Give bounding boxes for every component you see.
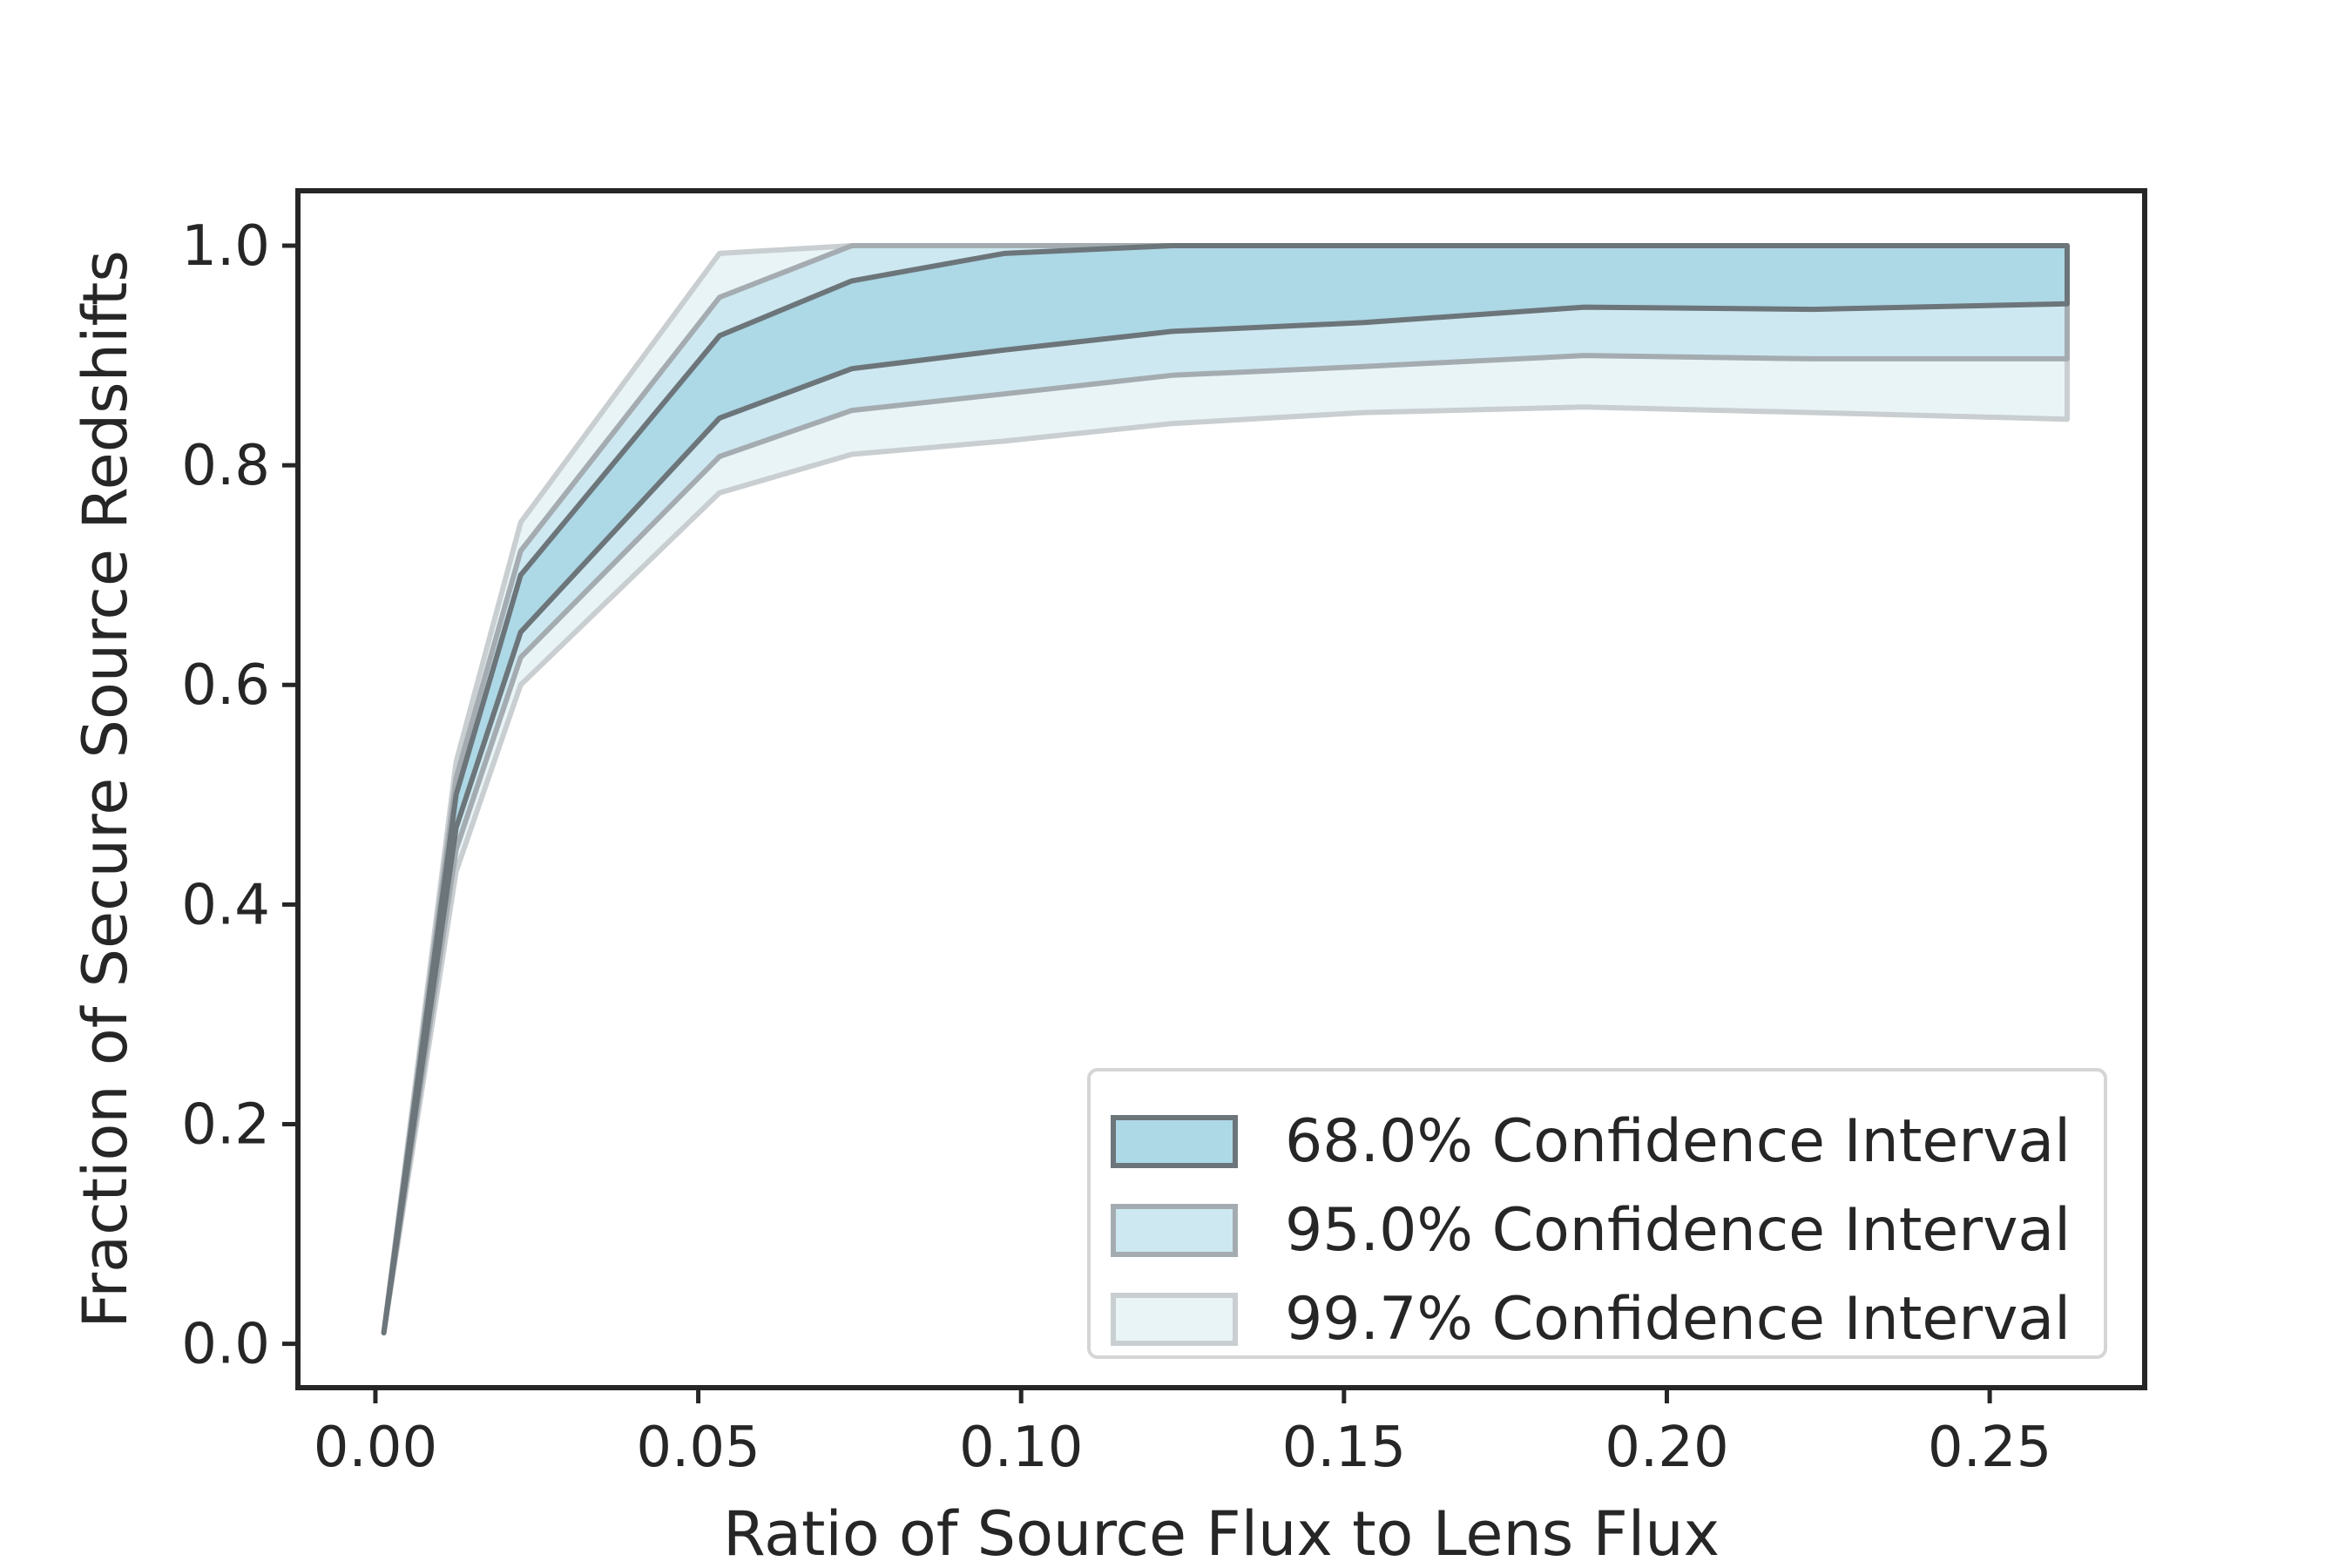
legend-swatch-680 xyxy=(1111,1115,1238,1168)
x-axis-label: Ratio of Source Flux to Lens Flux xyxy=(723,1498,1720,1568)
legend-box xyxy=(1087,1068,2107,1359)
y-axis-label: Fraction of Secure Source Redshifts xyxy=(70,250,141,1328)
band-680-ci xyxy=(381,243,2070,1335)
x-tick-label: 0.20 xyxy=(1605,1416,1729,1480)
y-tick-label: 0.6 xyxy=(181,653,270,718)
confidence-bands xyxy=(381,243,2070,1335)
legend-swatch-950 xyxy=(1111,1204,1238,1257)
x-tick-label: 0.00 xyxy=(314,1416,438,1480)
legend-label-997: 99.7% Confidence Interval xyxy=(1285,1285,2071,1354)
y-tick-label: 1.0 xyxy=(181,214,270,279)
legend-label-950: 95.0% Confidence Interval xyxy=(1285,1196,2071,1265)
x-axis-ticks: 0.00 0.05 0.10 0.15 0.20 0.25 xyxy=(314,1388,2052,1480)
y-tick-label: 0.8 xyxy=(181,434,270,498)
plot-frame xyxy=(295,188,2147,1390)
y-tick-label: 0.2 xyxy=(181,1092,270,1157)
legend-swatch-997 xyxy=(1111,1293,1238,1346)
x-tick-label: 0.05 xyxy=(636,1416,760,1480)
x-tick-label: 0.25 xyxy=(1928,1416,2052,1480)
y-tick-label: 0.4 xyxy=(181,873,270,937)
y-axis-ticks: 0.0 0.2 0.4 0.6 0.8 1.0 xyxy=(181,214,298,1377)
x-tick-label: 0.15 xyxy=(1282,1416,1407,1480)
legend: 68.0% Confidence Interval 95.0% Confidenc… xyxy=(1087,1068,2107,1359)
x-tick-label: 0.10 xyxy=(959,1416,1084,1480)
y-tick-label: 0.0 xyxy=(181,1313,270,1377)
legend-label-680: 68.0% Confidence Interval xyxy=(1285,1107,2071,1176)
